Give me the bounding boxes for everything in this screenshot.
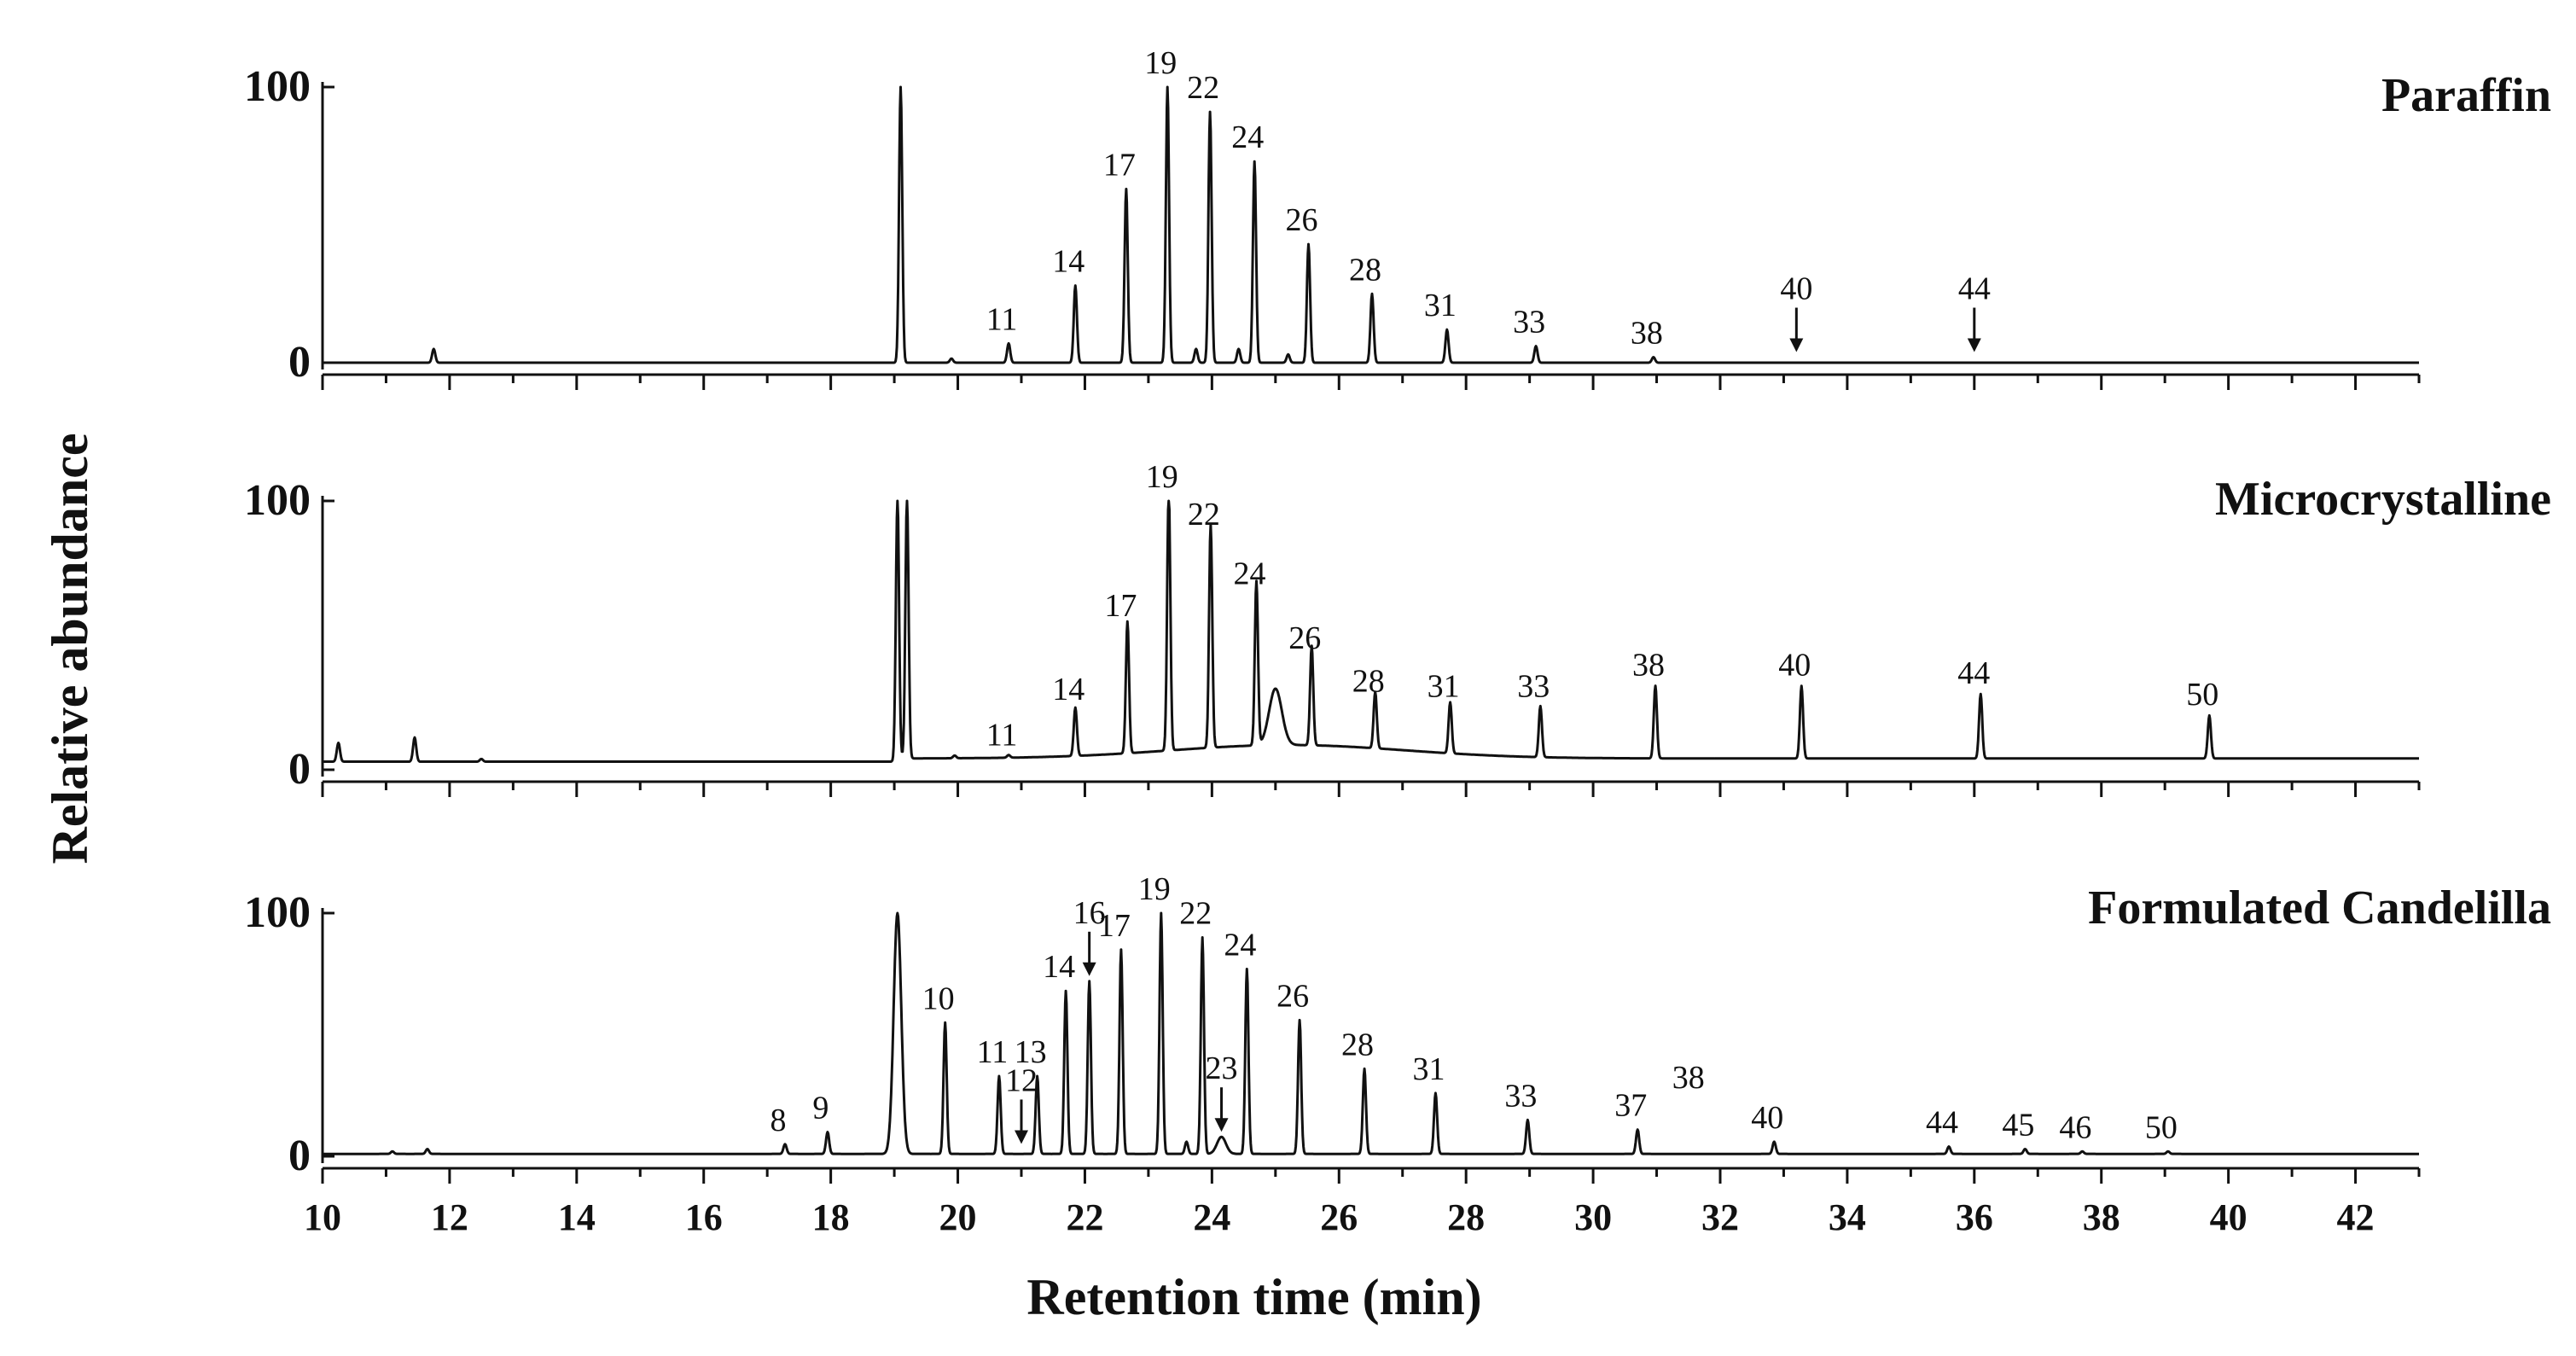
peak-label: 40 (1778, 648, 1811, 684)
arrow-head (1214, 1118, 1229, 1132)
peak-label: 26 (1288, 620, 1321, 656)
x-tick-label: 40 (2210, 1196, 2247, 1238)
peak-label: 44 (1958, 271, 1991, 307)
x-tick-label: 34 (1829, 1196, 1866, 1238)
trace-line (322, 911, 2420, 1155)
peak-label: 24 (1224, 928, 1256, 963)
arrow-marker (1789, 307, 1804, 352)
peak-label: 19 (1138, 871, 1171, 907)
peak-label: 46 (2059, 1109, 2091, 1145)
trace-line (322, 499, 2420, 763)
peak-label: 8 (770, 1103, 787, 1138)
x-tick-label: 38 (2083, 1196, 2120, 1238)
peak-label: 11 (986, 717, 1018, 753)
x-tick-label: 42 (2337, 1196, 2375, 1238)
peak-label: 11 (986, 301, 1018, 337)
arrow-marker (1967, 307, 1981, 352)
peak-label: 9 (812, 1091, 829, 1126)
panel-paraffin: 11 14 17 19 22 24 26 28 31 33 38 40 44 0 100 Paraffin (244, 45, 2551, 390)
y-tick-label: 0 (288, 745, 311, 794)
arrow-head (1789, 338, 1804, 352)
peak-label: 19 (1146, 459, 1178, 495)
peak-label: 50 (2186, 677, 2218, 713)
x-axis-title: Retention time (min) (1026, 1269, 1481, 1325)
peak-label: 50 (2145, 1109, 2178, 1145)
peak-label: 26 (1276, 978, 1309, 1014)
peak-label: 10 (922, 981, 955, 1016)
y-tick-label: 100 (244, 888, 311, 937)
peak-label: 40 (1751, 1100, 1783, 1136)
peak-label: 28 (1352, 663, 1385, 699)
peak-label: 31 (1424, 288, 1457, 323)
peak-label: 33 (1517, 669, 1550, 705)
peak-label: 22 (1179, 896, 1212, 932)
arrow-head (1015, 1130, 1028, 1144)
x-tick-label: 28 (1447, 1196, 1485, 1238)
arrow-marker (1082, 931, 1096, 976)
peak-label: 13 (1015, 1034, 1047, 1070)
panel-microcrystalline: 11 14 17 19 22 24 26 28 31 33 38 40 44 50 0 100 Microcry… (244, 459, 2551, 797)
y-tick-label: 0 (288, 338, 311, 387)
peak-label: 31 (1428, 669, 1460, 705)
x-tick-label: 18 (812, 1196, 850, 1238)
x-tick-label: 14 (558, 1196, 596, 1238)
peak-label: 23 (1206, 1050, 1238, 1086)
peak-label: 33 (1504, 1078, 1537, 1114)
peak-label: 40 (1780, 271, 1812, 307)
arrow-marker (1015, 1099, 1028, 1144)
panel-title: Formulated Candelilla (2088, 882, 2551, 934)
peak-label: 38 (1631, 316, 1663, 352)
peak-label: 17 (1104, 588, 1137, 624)
arrow-marker (1214, 1087, 1229, 1132)
y-tick-label: 100 (244, 476, 311, 525)
peak-label: 38 (1672, 1060, 1705, 1096)
y-tick-label: 0 (288, 1132, 311, 1180)
x-tick-label: 10 (304, 1196, 341, 1238)
y-axis-title: Relative abundance (42, 433, 98, 864)
x-tick-label: 12 (431, 1196, 468, 1238)
x-tick-label: 32 (1701, 1196, 1739, 1238)
peak-label: 33 (1513, 305, 1545, 340)
peak-label: 12 (1005, 1062, 1038, 1098)
peak-label: 14 (1052, 244, 1084, 280)
arrow-head (1082, 962, 1096, 976)
arrow-head (1967, 338, 1981, 352)
peak-label: 37 (1614, 1088, 1647, 1124)
x-tick-label: 24 (1193, 1196, 1230, 1238)
x-tick-label: 20 (939, 1196, 977, 1238)
peak-label: 22 (1187, 70, 1219, 106)
peak-label: 17 (1103, 148, 1136, 183)
peak-label: 28 (1341, 1027, 1374, 1062)
peak-label: 14 (1043, 949, 1075, 985)
x-tick-label: 36 (1956, 1196, 1993, 1238)
peak-label: 31 (1412, 1051, 1445, 1087)
peak-label: 22 (1188, 497, 1220, 533)
peak-label: 44 (1926, 1105, 1958, 1141)
peak-label: 24 (1233, 556, 1265, 591)
x-tick-label: 30 (1574, 1196, 1612, 1238)
peak-label: 14 (1052, 672, 1084, 707)
y-tick-label: 100 (244, 62, 311, 111)
peak-label: 44 (1957, 655, 1990, 691)
peak-label: 45 (2002, 1107, 2034, 1143)
x-tick-label: 16 (685, 1196, 723, 1238)
peak-label: 11 (977, 1034, 1009, 1070)
panel-title: Paraffin (2381, 69, 2551, 122)
trace-line (322, 85, 2420, 364)
peak-label: 17 (1098, 908, 1131, 944)
x-tick-label: 22 (1066, 1196, 1103, 1238)
peak-label: 19 (1144, 45, 1177, 81)
panel-title: Microcrystalline (2215, 473, 2551, 526)
x-tick-label: 26 (1320, 1196, 1358, 1238)
peak-label: 16 (1073, 895, 1106, 931)
peak-label: 28 (1349, 252, 1381, 288)
peak-label: 26 (1286, 202, 1318, 238)
peak-label: 24 (1231, 119, 1264, 155)
peak-label: 38 (1632, 648, 1665, 684)
